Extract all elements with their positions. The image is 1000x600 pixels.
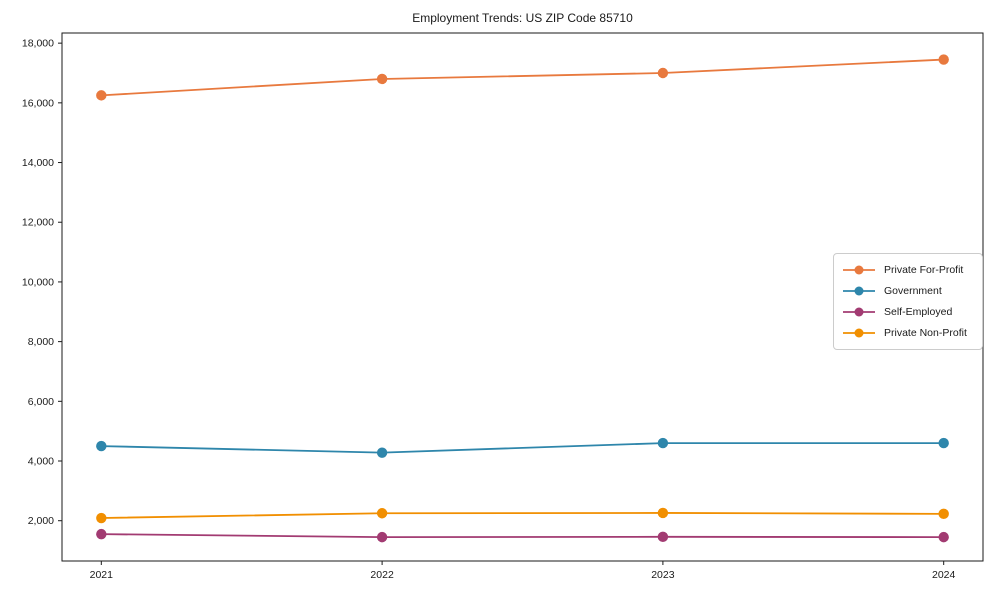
series-point-self-employed — [376, 531, 388, 543]
series-point-self-employed — [96, 528, 107, 540]
series-point-government — [938, 437, 949, 449]
legend-label: Private For-Profit — [884, 264, 964, 276]
y-axis-tick-label: 2,000 — [28, 515, 54, 527]
legend-item-private-for-profit: Private For-Profit — [842, 262, 974, 278]
series-point-private-for-profit — [657, 67, 669, 79]
legend-marker-icon — [843, 265, 875, 275]
plot-border — [61, 32, 984, 562]
y-axis-tick-label: 8,000 — [28, 336, 54, 348]
x-axis-tick-label: 2024 — [932, 569, 956, 581]
legend-item-private-non-profit: Private Non-Profit — [842, 325, 974, 341]
y-axis-tick-label: 18,000 — [22, 38, 54, 50]
chart-legend: Private For-Profit Government Self-Employe… — [833, 253, 983, 350]
series-line-private-for-profit — [101, 58, 944, 97]
x-axis-tick-label: 2021 — [90, 569, 114, 581]
series-point-government — [376, 447, 388, 458]
legend-item-self-employed: Self-Employed — [842, 304, 974, 320]
series-point-government — [657, 437, 669, 449]
y-axis-tick-label: 12,000 — [22, 217, 54, 229]
legend-label: Private Non-Profit — [884, 327, 967, 339]
legend-marker-icon — [843, 328, 875, 338]
series-line-private-non-profit — [101, 512, 944, 519]
series-point-private-for-profit — [376, 73, 388, 85]
legend-label: Government — [884, 285, 942, 297]
x-axis-tick-label: 2022 — [370, 569, 394, 581]
chart-title: Employment Trends: US ZIP Code 85710 — [412, 11, 633, 25]
series-point-private-for-profit — [96, 90, 107, 101]
series-line-government — [101, 442, 944, 454]
series-point-private-for-profit — [938, 54, 949, 65]
legend-item-government: Government — [842, 283, 974, 299]
series-line-self-employed — [101, 533, 944, 539]
series-point-private-non-profit — [376, 508, 388, 519]
series-point-private-non-profit — [96, 512, 107, 524]
series-point-government — [96, 440, 107, 452]
legend-marker-icon — [843, 307, 875, 317]
y-axis-tick-label: 6,000 — [28, 396, 54, 408]
y-axis-tick-label: 14,000 — [22, 157, 54, 169]
series-point-self-employed — [938, 531, 949, 543]
series-point-private-non-profit — [938, 508, 949, 520]
x-axis-tick-label: 2023 — [651, 569, 675, 581]
series-point-self-employed — [657, 531, 669, 543]
legend-marker-icon — [843, 286, 875, 296]
y-axis-tick-label: 4,000 — [28, 456, 54, 468]
series-point-private-non-profit — [657, 507, 669, 519]
y-axis-tick-label: 10,000 — [22, 276, 54, 288]
y-axis-tick-label: 16,000 — [22, 97, 54, 109]
legend-label: Self-Employed — [884, 306, 953, 318]
